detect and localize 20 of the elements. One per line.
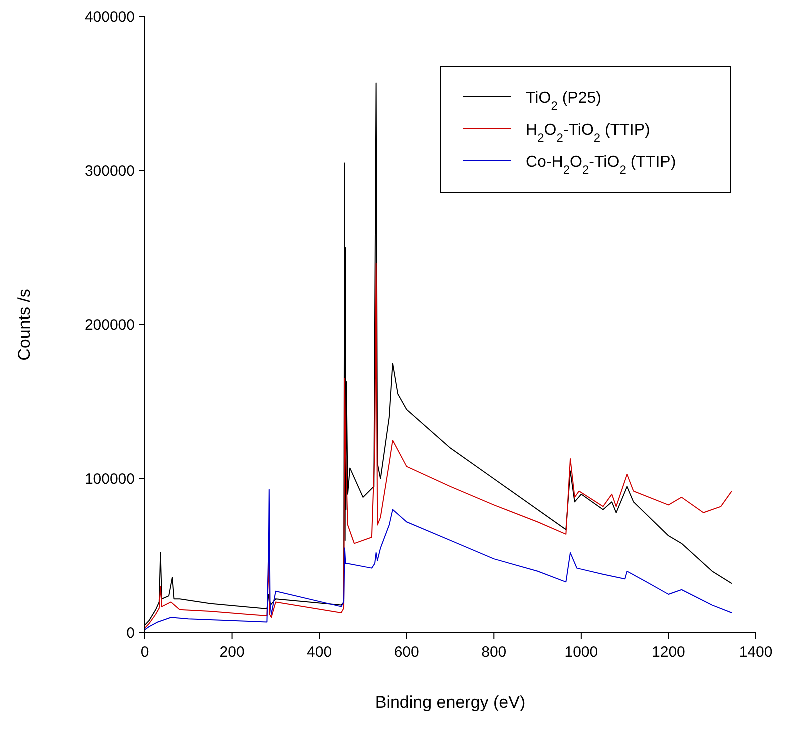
- y-tick-label: 100000: [84, 471, 135, 488]
- x-tick-label: 400: [307, 644, 332, 661]
- x-axis-title: Binding energy (eV): [375, 693, 526, 712]
- x-tick-label: 800: [482, 644, 507, 661]
- y-tick-label: 200000: [84, 317, 135, 334]
- line-series: [144, 262, 732, 629]
- y-tick-label: 300000: [84, 163, 135, 180]
- x-tick-label: 1400: [739, 644, 773, 661]
- y-axis-title: Counts /s: [15, 289, 34, 361]
- x-tick-label: 0: [140, 644, 150, 661]
- x-tick-label: 1200: [652, 644, 686, 661]
- y-tick-label: 400000: [84, 9, 135, 26]
- x-tick-label: 1000: [564, 644, 598, 661]
- line-series: [144, 489, 732, 630]
- legend-label: H$_{2}$O$_{2}$-TiO$_{2}$ (TTIP): [526, 122, 650, 145]
- x-tick-label: 600: [394, 644, 420, 661]
- legend-label: Co-H$_{2}$O$_{2}$-TiO$_{2}$ (TTIP): [526, 154, 676, 177]
- x-tick-label: 200: [220, 644, 245, 661]
- y-tick-label: 0: [126, 625, 135, 642]
- legend-label: TiO$_{2}$ (P25): [526, 90, 602, 113]
